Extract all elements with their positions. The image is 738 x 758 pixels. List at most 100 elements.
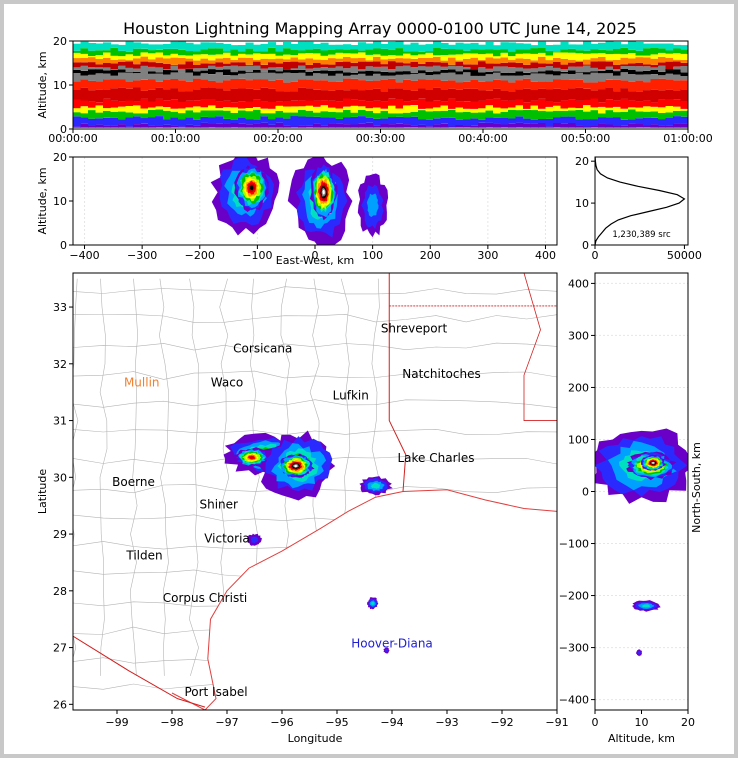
time-height-cell bbox=[658, 71, 667, 76]
time-height-cell bbox=[305, 75, 314, 80]
time-height-cell bbox=[403, 44, 412, 52]
time-height-cell bbox=[605, 110, 614, 118]
time-height-cell bbox=[560, 108, 569, 111]
time-height-cell bbox=[320, 111, 329, 118]
time-height-cell bbox=[148, 101, 157, 108]
time-height-cell bbox=[328, 75, 337, 82]
time-height-cell bbox=[88, 80, 97, 91]
time-height-cell bbox=[328, 58, 337, 65]
time-height-cell bbox=[193, 119, 202, 126]
density-contour bbox=[366, 193, 379, 218]
time-height-cell bbox=[485, 122, 494, 128]
time-height-cell bbox=[343, 53, 352, 57]
time-height-cell bbox=[260, 43, 269, 52]
time-height-cell bbox=[148, 107, 157, 110]
x-tick-label: −91 bbox=[545, 716, 568, 729]
time-height-cell bbox=[515, 43, 524, 50]
time-height-cell bbox=[605, 66, 614, 70]
time-height-cell bbox=[425, 57, 434, 62]
time-height-cell bbox=[470, 57, 479, 65]
density-contour bbox=[249, 456, 254, 459]
time-height-cell bbox=[215, 58, 224, 63]
time-height-cell bbox=[538, 67, 547, 72]
time-height-cell bbox=[583, 64, 592, 66]
time-height-cell bbox=[560, 110, 569, 117]
x-tick-label: −400 bbox=[69, 249, 99, 262]
time-height-cell bbox=[80, 48, 89, 54]
time-height-cell bbox=[388, 124, 397, 128]
time-height-cell bbox=[448, 126, 457, 128]
time-height-cell bbox=[545, 81, 554, 89]
time-height-cell bbox=[88, 43, 97, 51]
time-height-cell bbox=[148, 73, 157, 80]
y-tick-label: 300 bbox=[568, 329, 589, 342]
time-height-cell bbox=[628, 53, 637, 59]
east-west-cell bbox=[234, 165, 269, 212]
time-height-cell bbox=[590, 58, 599, 62]
time-height-cell bbox=[500, 72, 509, 76]
source-count-annotation: 1,230,389 src bbox=[612, 230, 671, 240]
time-height-cell bbox=[365, 61, 374, 67]
time-height-cell bbox=[620, 66, 629, 69]
time-height-cell bbox=[493, 56, 502, 59]
time-height-cell bbox=[493, 58, 502, 64]
time-height-cell bbox=[680, 62, 688, 66]
time-height-cell bbox=[553, 44, 562, 52]
time-height-cell bbox=[223, 51, 232, 53]
time-height-cell bbox=[658, 48, 667, 53]
time-height-cell bbox=[118, 44, 127, 51]
time-height-cell bbox=[463, 69, 472, 73]
time-height-cell bbox=[620, 119, 629, 126]
time-height-cell bbox=[133, 71, 142, 74]
storm-cell bbox=[233, 447, 269, 468]
time-height-cell bbox=[95, 105, 104, 113]
time-height-cell bbox=[358, 58, 367, 62]
time-height-cell bbox=[665, 89, 674, 100]
time-height-cell bbox=[448, 108, 457, 110]
time-height-cell bbox=[185, 61, 194, 69]
time-height-cell bbox=[103, 125, 112, 128]
time-height-cell bbox=[440, 43, 449, 49]
time-height-cell bbox=[110, 100, 119, 108]
time-height-cell bbox=[418, 119, 427, 125]
time-height-cell bbox=[440, 72, 449, 81]
time-height-cell bbox=[178, 108, 187, 114]
y-axis-label: Altitude, km bbox=[36, 51, 49, 118]
time-height-cell bbox=[530, 119, 539, 124]
time-height-cell bbox=[433, 65, 442, 72]
time-height-cell bbox=[463, 72, 472, 82]
time-height-cell bbox=[155, 49, 164, 53]
time-height-cell bbox=[328, 64, 337, 68]
time-height-cell bbox=[118, 59, 127, 62]
time-height-cell bbox=[365, 110, 374, 118]
time-height-cell bbox=[493, 72, 502, 80]
y-tick-label: 20 bbox=[53, 151, 67, 164]
time-height-cell bbox=[635, 123, 644, 128]
time-height-cell bbox=[538, 63, 547, 68]
time-height-cell bbox=[350, 45, 359, 50]
time-height-cell bbox=[433, 79, 442, 88]
time-height-cell bbox=[200, 99, 209, 108]
time-height-cell bbox=[575, 125, 584, 128]
time-height-cell bbox=[590, 43, 599, 50]
time-height-cell bbox=[575, 53, 584, 61]
time-height-cell bbox=[643, 125, 652, 128]
time-height-cell bbox=[613, 126, 622, 128]
time-height-cell bbox=[200, 58, 209, 64]
time-height-cell bbox=[508, 100, 517, 108]
county-boundary bbox=[73, 399, 557, 408]
time-height-cell bbox=[238, 101, 247, 109]
time-height-cell bbox=[80, 70, 89, 76]
density-contour bbox=[249, 185, 254, 191]
time-height-cell bbox=[500, 108, 509, 112]
storm-cell bbox=[383, 647, 390, 654]
time-height-cell bbox=[598, 42, 607, 50]
time-height-cell bbox=[590, 61, 599, 68]
time-height-cell bbox=[140, 52, 149, 57]
time-height-cell bbox=[335, 89, 344, 102]
time-height-cell bbox=[605, 99, 614, 108]
time-height-cell bbox=[463, 108, 472, 112]
time-height-cell bbox=[568, 88, 577, 100]
